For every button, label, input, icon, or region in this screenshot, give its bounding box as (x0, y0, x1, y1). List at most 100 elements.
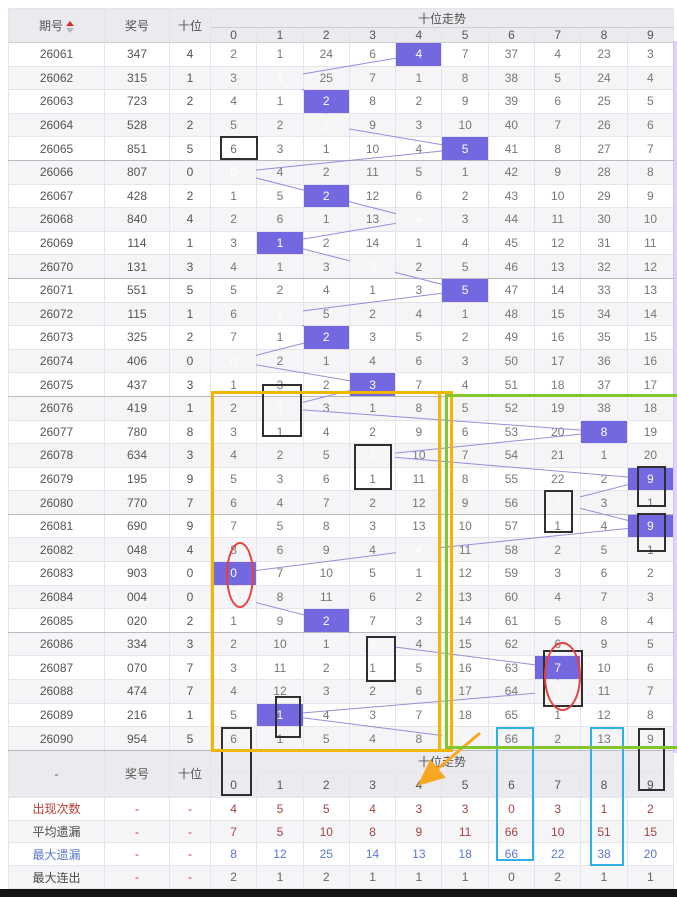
omission-cell: 5 (209, 277, 258, 303)
trend-row: 26072 115 1 6 1 5 2 4 1 48 15 34 14 (8, 301, 675, 327)
omission-cell: 60 (487, 584, 536, 610)
omission-cell: 1 (302, 348, 350, 374)
period-cell: 26083 (8, 561, 105, 586)
digit-cell: 7 (169, 490, 211, 515)
period-cell: 26068 (8, 207, 105, 232)
omission-cell: 42 (487, 159, 536, 185)
omission-cell: 4 (626, 608, 675, 633)
number-cell: 954 (104, 726, 170, 751)
omission-cell: 6 (395, 679, 443, 704)
omission-cell: 15 (626, 325, 675, 350)
hit-cell: 1 (256, 301, 304, 327)
omission-cell: 7 (348, 608, 397, 633)
omission-cell: 4 (209, 89, 258, 114)
hit-cell: 2 (302, 608, 350, 633)
hit-cell: 0 (209, 348, 258, 374)
omission-cell: 2 (441, 183, 489, 209)
omission-cell: 2 (348, 301, 397, 327)
omission-cell: 12 (441, 561, 489, 586)
omission-cell: 52 (487, 395, 536, 421)
omission-cell: 57 (487, 513, 536, 539)
omission-cell: 58 (487, 537, 536, 563)
omission-cell: 7 (441, 443, 489, 468)
stat-value: 9 (395, 819, 443, 844)
omission-cell: 20 (534, 419, 582, 445)
omission-cell: 38 (580, 395, 628, 421)
omission-cell: 59 (487, 561, 536, 586)
period-cell: 26069 (8, 230, 105, 256)
trend-row: 26081 690 9 7 5 8 3 13 10 57 1 4 9 (8, 513, 675, 539)
omission-cell: 10 (580, 655, 628, 681)
omission-cell: 1 (209, 608, 258, 633)
footer-digit-header: 十位 (169, 749, 211, 798)
omission-cell: 4 (580, 513, 628, 539)
omission-cell: 4 (348, 537, 397, 563)
trend-row: 26069 114 1 3 1 2 14 1 4 45 12 31 11 (8, 230, 675, 256)
omission-cell: 15 (441, 631, 489, 657)
omission-cell: 12 (348, 183, 397, 209)
omission-cell: 8 (441, 65, 489, 91)
omission-cell: 7 (395, 372, 443, 397)
hit-cell: 5 (441, 726, 489, 751)
digit-cell: 3 (169, 254, 211, 279)
stat-value: 1 (348, 865, 397, 889)
hit-cell: 2 (302, 89, 350, 114)
omission-cell: 1 (348, 655, 397, 681)
omission-cell: 5 (626, 89, 675, 114)
stat-value: 2 (626, 796, 675, 821)
trend-row: 26078 634 3 4 2 5 3 10 7 54 21 1 20 (8, 443, 675, 468)
omission-cell: 7 (302, 490, 350, 515)
omission-cell: 6 (209, 301, 258, 327)
omission-cell: 13 (534, 254, 582, 279)
sort-icon[interactable] (66, 20, 74, 33)
omission-cell: 1 (256, 42, 304, 67)
digit-header: 0 (209, 27, 258, 43)
omission-cell: 2 (256, 443, 304, 468)
omission-cell: 5 (626, 631, 675, 657)
period-cell: 26088 (8, 679, 105, 704)
omission-cell: 5 (348, 561, 397, 586)
omission-cell: 1 (534, 702, 582, 728)
omission-cell: 1 (256, 254, 304, 279)
omission-cell: 9 (626, 726, 675, 751)
digit-cell: 1 (169, 230, 211, 256)
omission-cell: 1 (348, 277, 397, 303)
omission-cell: 7 (534, 112, 582, 138)
omission-cell: 6 (209, 726, 258, 751)
number-cell: 070 (104, 655, 170, 681)
hit-cell: 5 (441, 136, 489, 161)
digit-header: 8 (580, 27, 628, 43)
omission-cell: 3 (256, 136, 304, 161)
period-cell: 26067 (8, 183, 105, 209)
trend-row: 26075 437 3 1 3 2 3 7 4 51 18 37 17 (8, 372, 675, 397)
omission-cell: 18 (441, 702, 489, 728)
hit-cell: 8 (580, 419, 628, 445)
stat-value: 51 (580, 819, 628, 844)
period-cell: 26077 (8, 419, 105, 445)
omission-cell: 17 (626, 372, 675, 397)
omission-cell: 4 (302, 277, 350, 303)
omission-cell: 2 (302, 230, 350, 256)
footer-period-header: - (8, 749, 105, 798)
omission-cell: 3 (209, 419, 258, 445)
omission-cell: 61 (487, 608, 536, 633)
stat-value: 2 (209, 865, 258, 889)
omission-cell: 16 (441, 655, 489, 681)
trend-row: 26082 048 4 8 6 9 4 4 11 58 2 5 1 (8, 537, 675, 563)
number-cell: 115 (104, 301, 170, 327)
number-cell: 851 (104, 136, 170, 161)
omission-cell: 2 (580, 466, 628, 492)
omission-cell: 5 (302, 301, 350, 327)
omission-cell: 51 (487, 372, 536, 397)
omission-cell: 6 (302, 466, 350, 492)
number-cell: 334 (104, 631, 170, 657)
omission-cell: 4 (256, 490, 304, 515)
period-column-header[interactable]: 期号 (8, 8, 105, 43)
omission-cell: 8 (209, 537, 258, 563)
stat-dash: - (104, 796, 170, 821)
omission-cell: 13 (395, 513, 443, 539)
digit-cell: 7 (169, 655, 211, 681)
footer-number-header: 奖号 (104, 749, 170, 798)
number-cell: 325 (104, 325, 170, 350)
